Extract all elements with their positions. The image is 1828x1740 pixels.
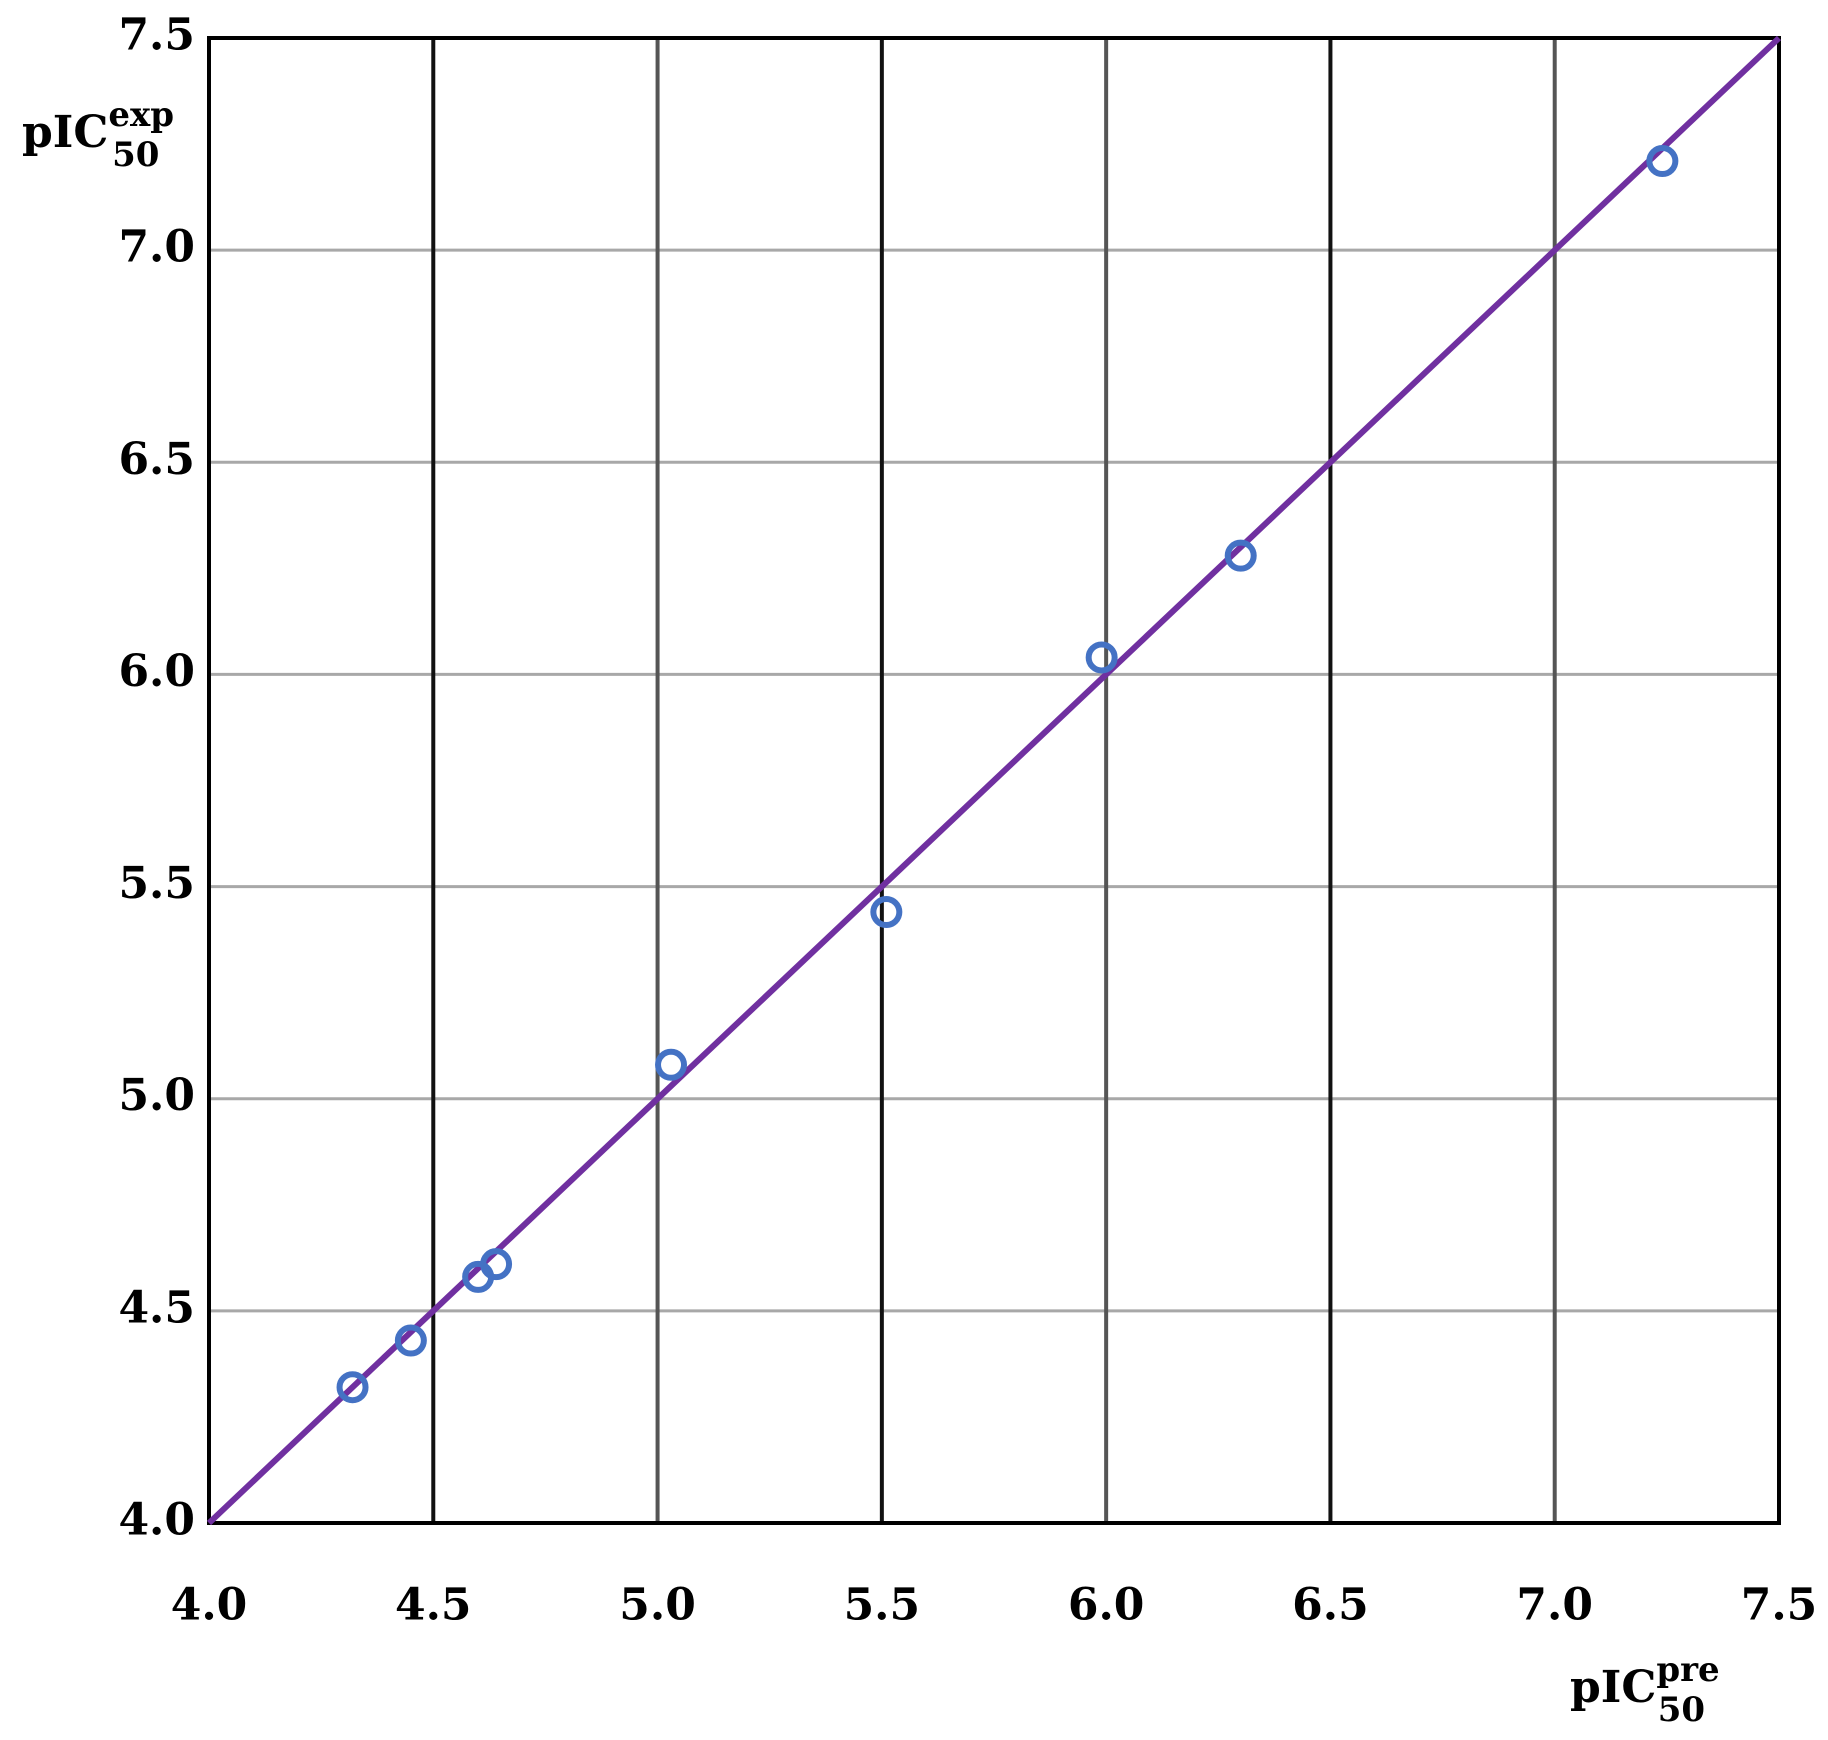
x-tick-label: 6.0 bbox=[1068, 1580, 1145, 1631]
data-point bbox=[870, 896, 903, 929]
label-sup: exp bbox=[108, 95, 174, 135]
x-tick-label: 4.0 bbox=[171, 1580, 248, 1631]
y-tick-label: 4.5 bbox=[118, 1282, 195, 1333]
x-tick-label: 7.0 bbox=[1516, 1580, 1593, 1631]
x-tick-label: 6.5 bbox=[1292, 1580, 1369, 1631]
y-label: pICexp 50 bbox=[22, 95, 174, 175]
y-tick-label: 4.0 bbox=[118, 1495, 195, 1546]
data-point bbox=[480, 1248, 513, 1281]
data-point bbox=[1224, 539, 1257, 572]
data-point bbox=[1085, 641, 1118, 674]
y-tick-label: 5.5 bbox=[118, 858, 195, 909]
data-point bbox=[1646, 145, 1679, 178]
x-tick-label: 7.5 bbox=[1741, 1580, 1818, 1631]
plot-frame bbox=[207, 36, 1781, 1525]
y-tick-label: 6.5 bbox=[118, 434, 195, 485]
label-base: pIC bbox=[1570, 1662, 1656, 1713]
y-tick-label: 7.0 bbox=[118, 222, 195, 273]
x-tick-label: 5.0 bbox=[619, 1580, 696, 1631]
y-tick-label: 6.0 bbox=[118, 646, 195, 697]
x-tick-label: 4.5 bbox=[395, 1580, 472, 1631]
data-point bbox=[655, 1048, 688, 1081]
label-base: pIC bbox=[22, 107, 108, 158]
label-sub: 50 bbox=[1658, 1690, 1705, 1730]
y-tick-label: 5.0 bbox=[118, 1070, 195, 1121]
x-tick-label: 5.5 bbox=[844, 1580, 921, 1631]
label-sub: 50 bbox=[112, 135, 159, 175]
x-label: pICpre 50 bbox=[1570, 1650, 1720, 1730]
y-tick-label: 7.5 bbox=[118, 10, 195, 61]
data-point bbox=[394, 1324, 427, 1357]
data-point bbox=[336, 1371, 369, 1404]
label-sup: pre bbox=[1656, 1650, 1719, 1690]
fit-line bbox=[206, 35, 1782, 1526]
